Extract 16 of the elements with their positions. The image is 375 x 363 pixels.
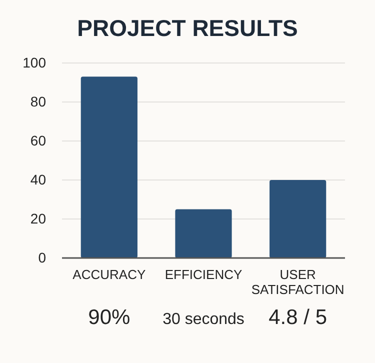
text: 90%: [88, 306, 130, 329]
x-tick-label: USER SATISFACTION: [251, 267, 344, 298]
chart-title: PROJECT RESULTS: [77, 15, 298, 41]
bar: [80, 76, 138, 258]
text: 4.8 / 5: [268, 306, 328, 329]
x-tick-label: EFFICIENCY: [164, 267, 242, 282]
y-tick-label: 80: [30, 93, 46, 110]
y-tick-label: 40: [30, 171, 46, 188]
bar: [270, 180, 326, 258]
text: 30 seconds: [162, 311, 244, 328]
x-tick-label: ACCURACY: [72, 267, 146, 282]
bar: [175, 209, 232, 258]
y-tick-label: 20: [30, 210, 46, 226]
y-tick-label: 0: [38, 249, 46, 266]
y-tick-label: 60: [30, 132, 46, 148]
y-tick-label: 100: [22, 54, 46, 70]
